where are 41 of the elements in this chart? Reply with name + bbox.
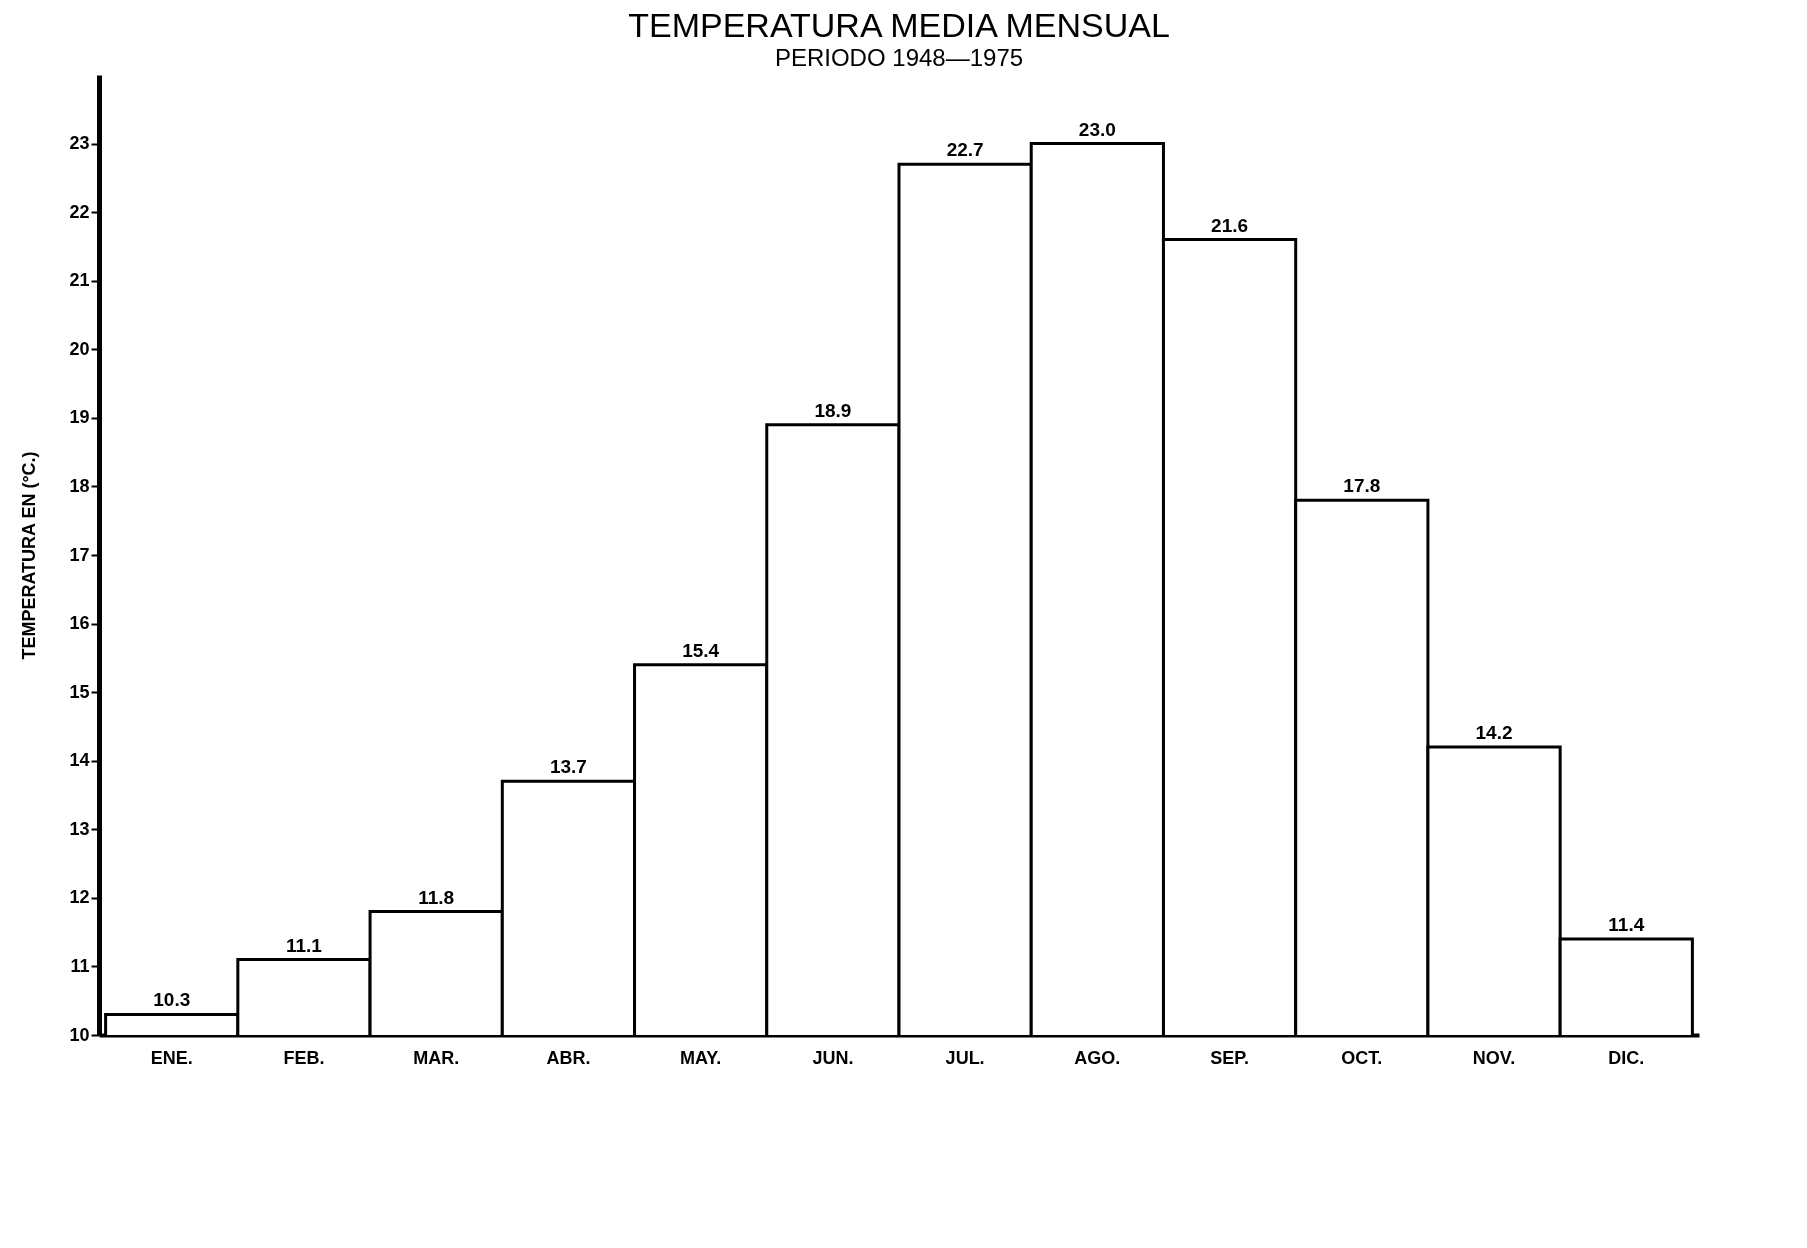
x-tick-label: MAR. xyxy=(413,1047,460,1068)
x-tick-label: OCT. xyxy=(1341,1047,1383,1068)
y-tick-label: 22 xyxy=(69,201,90,222)
data-label: 11.1 xyxy=(285,934,323,956)
x-tick-label: ENE. xyxy=(150,1047,193,1068)
x-tick-label: JUL. xyxy=(945,1047,985,1068)
chart-title: TEMPERATURA MEDIA MENSUAL xyxy=(628,6,1170,44)
x-tick-label: MAY. xyxy=(679,1047,722,1068)
y-tick-label: 19 xyxy=(69,407,90,428)
y-tick-label: 16 xyxy=(69,613,90,634)
data-label: 10.3 xyxy=(153,989,191,1011)
x-tick-label: AGO. xyxy=(1074,1047,1121,1068)
data-label: 15.4 xyxy=(682,639,720,661)
y-tick-label: 14 xyxy=(69,750,90,771)
data-label: 13.7 xyxy=(549,756,587,778)
x-tick-label: DIC. xyxy=(1608,1047,1645,1068)
y-tick-label: 13 xyxy=(69,818,90,839)
y-tick-label: 10 xyxy=(69,1024,90,1045)
x-tick-label: SEP. xyxy=(1210,1047,1249,1068)
chart-subtitle: PERIODO 1948—1975 xyxy=(774,44,1024,71)
x-tick-label: FEB. xyxy=(283,1047,325,1068)
y-tick-label: 18 xyxy=(69,475,90,496)
data-label: 23.0 xyxy=(1078,118,1116,140)
y-tick-label: 11 xyxy=(70,955,90,976)
x-tick-label: JUN. xyxy=(812,1047,854,1068)
data-label: 18.9 xyxy=(814,399,852,421)
y-tick-label: 17 xyxy=(69,544,90,565)
y-axis-title: TEMPERATURA EN (°C.) xyxy=(19,451,40,660)
y-tick-label: 21 xyxy=(69,270,90,291)
data-label: 21.6 xyxy=(1211,214,1249,236)
y-tick-label: 23 xyxy=(69,133,90,154)
data-label: 11.8 xyxy=(418,886,455,908)
y-tick-label: 20 xyxy=(69,338,90,359)
x-tick-label: NOV. xyxy=(1472,1047,1516,1068)
y-tick-label: 15 xyxy=(69,681,90,702)
data-label: 14.2 xyxy=(1475,722,1513,743)
data-label: 17.8 xyxy=(1343,475,1381,497)
data-label: 11.4 xyxy=(1608,914,1645,935)
y-tick-label: 12 xyxy=(69,887,90,908)
x-tick-label: ABR. xyxy=(546,1047,591,1068)
data-label: 22.7 xyxy=(946,139,984,161)
